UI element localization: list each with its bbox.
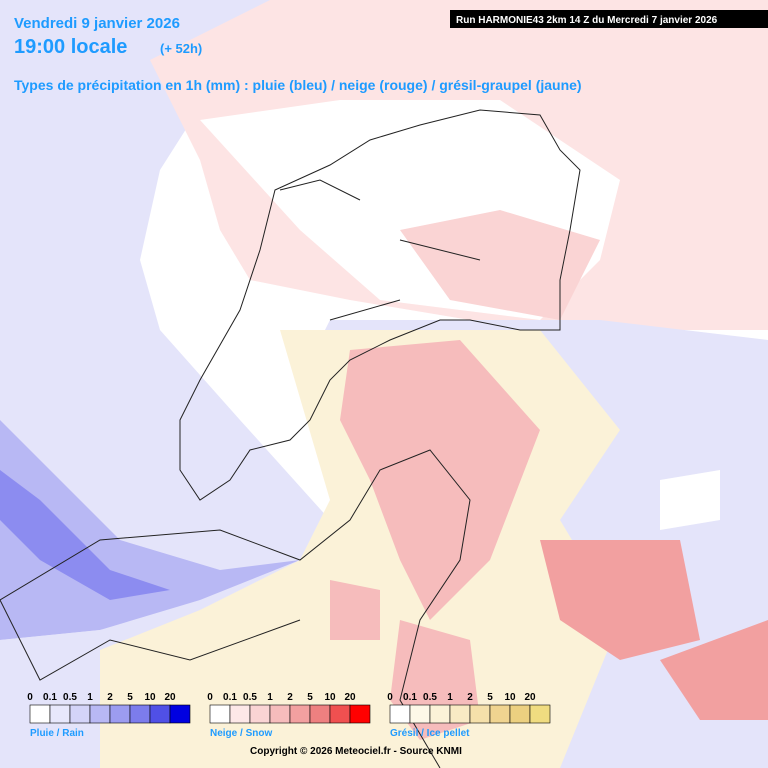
legend-swatch: [109, 704, 131, 724]
legend-tick: 10: [504, 692, 516, 703]
legend-tick: 0.5: [423, 692, 437, 703]
legend-label: Pluie / Rain: [30, 728, 84, 739]
legend-swatch: [269, 704, 291, 724]
legend-swatch: [129, 704, 151, 724]
legend-tick: 20: [524, 692, 536, 703]
legend-swatch: [409, 704, 431, 724]
time: 19:00 locale: [14, 36, 127, 58]
legend-swatch: [389, 704, 411, 724]
legend-tick: 0.5: [63, 692, 77, 703]
legend-tick: 10: [324, 692, 336, 703]
legend-tick: 0.1: [43, 692, 57, 703]
legend-swatch: [149, 704, 171, 724]
legend-swatch: [169, 704, 191, 724]
legend-tick: 1: [267, 692, 273, 703]
legend-swatch: [249, 704, 271, 724]
legend-swatch: [329, 704, 351, 724]
legend-tick: 0.1: [403, 692, 417, 703]
run-box: [450, 10, 768, 28]
run-info: Run HARMONIE43 2km 14 Z du Mercredi 7 ja…: [456, 15, 718, 26]
lead-time: (+ 52h): [160, 41, 202, 56]
legend-tick: 1: [87, 692, 93, 703]
legend-swatch: [29, 704, 51, 724]
legend-tick: 2: [287, 692, 293, 703]
legend-swatch: [449, 704, 471, 724]
legend-tick: 2: [467, 692, 473, 703]
legend-tick: 20: [344, 692, 356, 703]
legend-tick: 5: [307, 692, 313, 703]
borders: [0, 109, 581, 768]
legend-swatch: [509, 704, 531, 724]
legend-tick: 10: [144, 692, 156, 703]
legend-swatch: [49, 704, 71, 724]
legend-tick: 0.5: [243, 692, 257, 703]
legend-tick: 2: [107, 692, 113, 703]
legend-tick: 0.1: [223, 692, 237, 703]
legend-swatch: [309, 704, 331, 724]
legend-tick: 0: [387, 692, 393, 703]
date: Vendredi 9 janvier 2026: [14, 15, 180, 32]
legend-swatch: [429, 704, 451, 724]
legend-swatch: [489, 704, 511, 724]
legend-label: Neige / Snow: [210, 728, 272, 739]
copyright: Copyright © 2026 Meteociel.fr - Source K…: [250, 746, 462, 757]
legend-swatch: [289, 704, 311, 724]
legend-tick: 0: [27, 692, 33, 703]
legend-tick: 20: [164, 692, 176, 703]
legend-swatch: [529, 704, 551, 724]
legend-swatch: [209, 704, 231, 724]
legend-swatch: [69, 704, 91, 724]
legend-swatch: [89, 704, 111, 724]
legend-tick: 1: [447, 692, 453, 703]
legend-label: Grésil / Ice pellet: [390, 728, 470, 739]
legend-swatch: [349, 704, 371, 724]
legend-tick: 5: [487, 692, 493, 703]
legend-tick: 0: [207, 692, 213, 703]
legend-swatch: [469, 704, 491, 724]
legend-swatch: [229, 704, 251, 724]
subtitle: Types de précipitation en 1h (mm) : plui…: [14, 77, 582, 93]
legend-tick: 5: [127, 692, 133, 703]
